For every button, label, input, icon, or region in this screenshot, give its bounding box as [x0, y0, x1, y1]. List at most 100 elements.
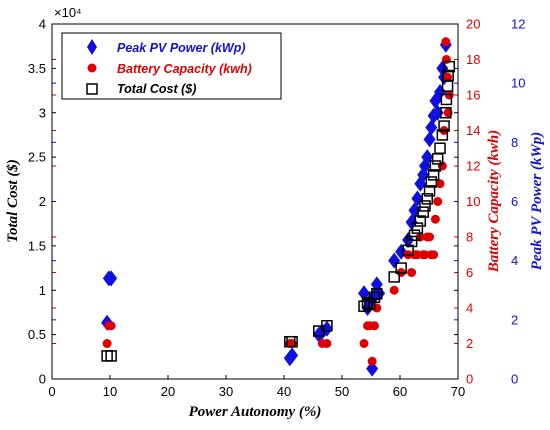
- y-tick-label: 1: [39, 283, 46, 298]
- total-cost-point: [419, 200, 431, 212]
- x-tick-label: 40: [277, 384, 291, 399]
- battery-capacity-point: [443, 72, 453, 82]
- y-tick-label: 0: [39, 372, 46, 387]
- legend-label-total-cost: Total Cost ($): [117, 82, 196, 96]
- y-axis-label-total-cost: Total Cost ($): [5, 159, 21, 243]
- battery-capacity-point: [441, 55, 451, 64]
- total-cost-point: [411, 222, 424, 234]
- total-cost-point: [368, 291, 381, 304]
- x-axis-label: Power Autonomy (%): [189, 404, 322, 420]
- total-cost-point: [423, 185, 436, 197]
- legend-diamond-icon: [87, 39, 97, 55]
- battery-capacity-point: [106, 321, 116, 331]
- battery-tick-label: 12: [466, 159, 480, 174]
- x-tick-label: 30: [219, 384, 233, 399]
- legend: Peak PV Power (kWp) Battery Capacity (kw…: [61, 32, 282, 100]
- battery-tick-label: 20: [466, 17, 480, 32]
- pv-power-point: [425, 119, 438, 136]
- total-cost-point: [425, 176, 438, 188]
- battery-capacity-point: [429, 250, 439, 260]
- battery-capacity-point: [425, 232, 435, 242]
- x-tick-label: 20: [161, 384, 175, 399]
- pv-power-point: [366, 360, 379, 377]
- battery-capacity-point: [322, 339, 332, 348]
- total-cost-point: [436, 129, 449, 141]
- x-tick-label: 50: [335, 384, 349, 399]
- x-tick-label: 0: [48, 384, 55, 399]
- total-cost-point: [408, 229, 421, 241]
- y-tick-label: 3: [39, 105, 46, 120]
- battery-tick-label: 10: [466, 194, 480, 209]
- total-cost-point: [321, 320, 333, 332]
- y-axis-label-battery: Battery Capacity (kwh): [486, 130, 502, 274]
- battery-capacity-point: [359, 339, 369, 348]
- total-cost-point: [417, 206, 429, 218]
- pv-tick-label: 10: [511, 76, 525, 91]
- battery-tick-label: 4: [466, 301, 473, 316]
- y-tick-label: 4: [39, 17, 46, 32]
- y-axis-label-pv: Peak PV Power (kWp): [529, 132, 545, 270]
- total-cost-point: [421, 193, 434, 205]
- total-cost-point: [440, 107, 452, 119]
- total-cost-point: [358, 300, 370, 312]
- total-cost-point: [405, 235, 418, 248]
- legend-label-pv: Peak PV Power (kWp): [117, 41, 246, 55]
- y-tick-label: 3.5: [28, 61, 46, 76]
- total-cost-point: [434, 142, 446, 154]
- total-cost-point: [443, 60, 456, 73]
- battery-capacity-point: [441, 37, 451, 47]
- pv-tick-label: 0: [511, 372, 518, 387]
- battery-capacity-point: [102, 339, 112, 348]
- pv-tick-label: 12: [511, 17, 525, 32]
- y-tick-label: 0.5: [28, 327, 46, 342]
- pv-power-point: [286, 347, 299, 364]
- battery-capacity-point: [435, 179, 445, 189]
- total-cost-point: [402, 244, 414, 257]
- battery-axis-ticks: 0 2 4 6 8 10 12 14 16 18 20: [52, 17, 480, 387]
- total-cost-point: [371, 288, 383, 300]
- battery-tick-label: 2: [466, 336, 473, 351]
- total-cost-point: [101, 350, 113, 362]
- data-marks: [101, 36, 456, 377]
- total-cost-point: [414, 215, 427, 227]
- plot-frame: [51, 23, 459, 380]
- total-cost-point: [440, 93, 453, 106]
- total-cost-point: [388, 271, 400, 283]
- battery-tick-label: 18: [466, 52, 480, 67]
- total-cost-point: [438, 120, 450, 132]
- total-cost-point: [427, 169, 440, 181]
- pv-tick-label: 2: [511, 312, 518, 327]
- battery-tick-label: 6: [466, 265, 473, 280]
- total-cost-point: [442, 69, 454, 82]
- battery-capacity-point: [389, 285, 399, 295]
- battery-capacity-point: [420, 250, 430, 260]
- total-cost-point: [105, 350, 117, 362]
- legend-label-battery: Battery Capacity (kwh): [117, 62, 252, 76]
- battery-capacity-point: [415, 232, 425, 242]
- legend-circle-icon: [87, 63, 97, 73]
- y-multiplier: ×10⁴: [54, 5, 82, 20]
- pv-power-point: [423, 131, 436, 148]
- y-tick-label: 2: [39, 194, 46, 209]
- total-cost-point: [395, 262, 407, 274]
- x-axis-ticks: 0 10 20 30 40 50 60 70: [48, 375, 465, 399]
- battery-capacity-point: [369, 321, 379, 331]
- battery-tick-label: 16: [466, 88, 480, 103]
- y-tick-label: 2.5: [28, 150, 46, 165]
- pv-power-point: [388, 252, 401, 269]
- battery-capacity-point: [367, 356, 377, 366]
- total-cost-point: [286, 335, 298, 348]
- pv-tick-label: 4: [511, 253, 518, 268]
- pv-power-point: [105, 270, 118, 287]
- total-cost-point: [429, 160, 442, 172]
- pv-tick-label: 6: [511, 194, 518, 209]
- battery-tick-label: 8: [466, 230, 473, 245]
- left-axis-ticks: 0 0.5 1 1.5 2 2.5 3 3.5 4: [28, 17, 458, 387]
- battery-tick-label: 0: [466, 372, 473, 387]
- legend-square-icon: [86, 83, 98, 95]
- x-tick-label: 60: [393, 384, 407, 399]
- x-tick-label: 10: [103, 384, 117, 399]
- x-tick-label: 70: [451, 384, 465, 399]
- battery-capacity-point: [433, 197, 443, 206]
